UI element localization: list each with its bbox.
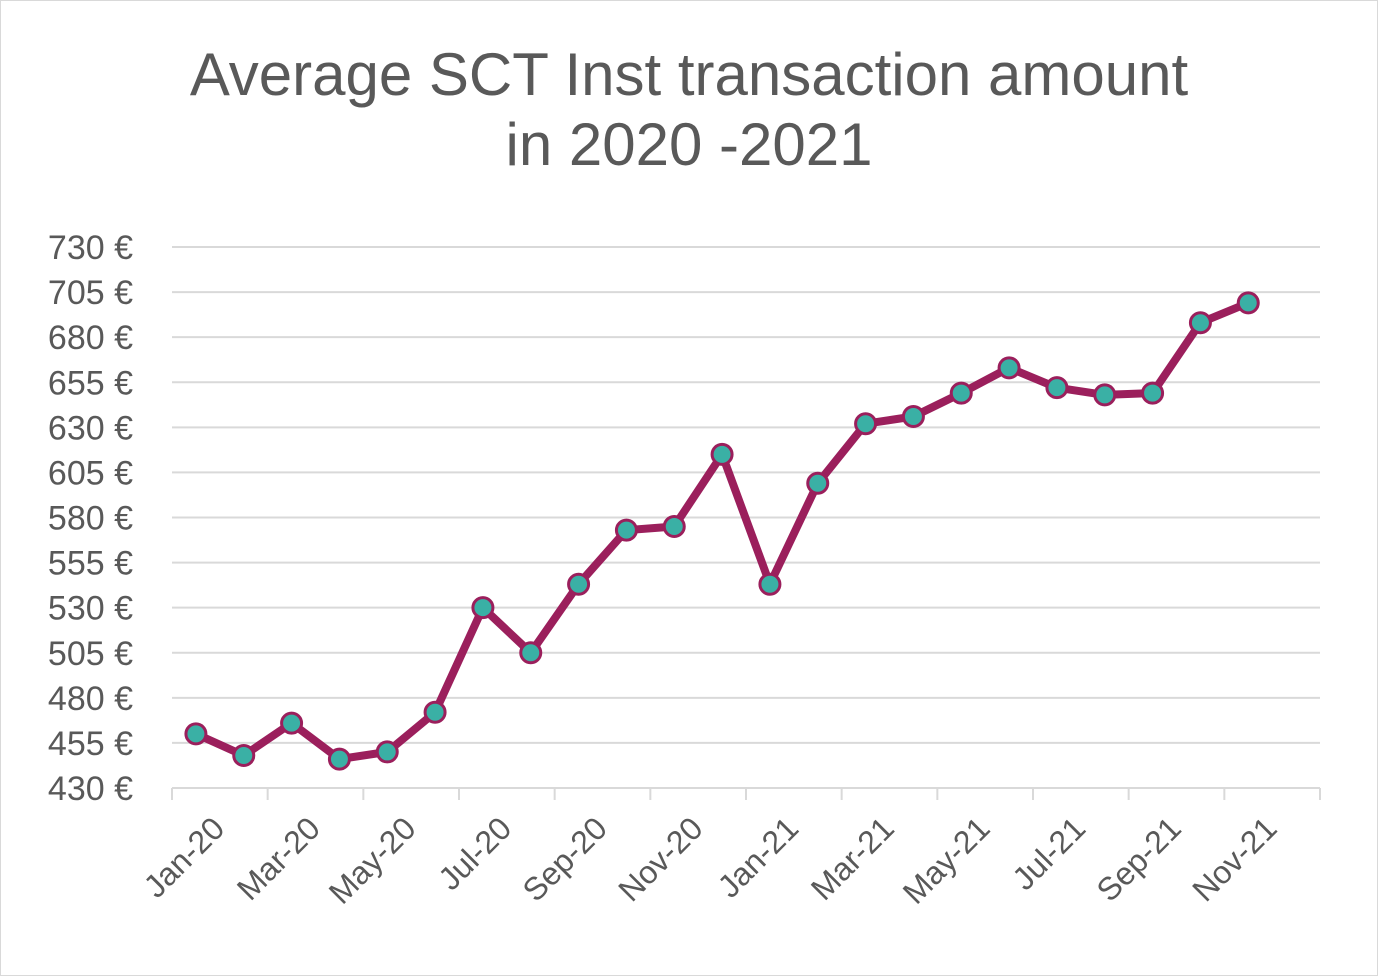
data-point <box>949 381 973 405</box>
data-point <box>375 740 399 764</box>
data-point <box>519 641 543 665</box>
y-tick-label: 605 € <box>48 454 133 492</box>
data-point <box>232 744 256 768</box>
y-axis-tick-labels: 430 € 455 € 480 € 505 € 530 € 555 € 580 € 605 €… <box>48 229 133 808</box>
data-point <box>901 405 925 429</box>
x-tick-label: Sep-21 <box>1090 810 1188 908</box>
gridlines <box>172 246 1320 744</box>
series-line <box>191 298 1253 764</box>
x-tick-label: May-21 <box>896 810 997 911</box>
data-point <box>567 572 591 596</box>
y-tick-label: 480 € <box>48 680 133 718</box>
data-point <box>662 515 686 539</box>
chart-title-line-2: in 2020 -2021 <box>505 111 873 178</box>
data-point <box>710 442 734 466</box>
y-tick-label: 455 € <box>48 725 133 763</box>
data-point <box>1236 291 1260 315</box>
data-point <box>758 572 782 596</box>
data-point <box>806 471 830 495</box>
y-tick-label: 430 € <box>48 770 133 808</box>
y-tick-label: 580 € <box>48 500 133 538</box>
chart-title: Average SCT Inst transaction amount in 2… <box>0 40 1378 180</box>
y-tick-label: 630 € <box>48 409 133 447</box>
series-line-group <box>191 298 1253 764</box>
x-tick-label: Nov-20 <box>611 810 709 908</box>
x-tick-label: Mar-21 <box>804 810 901 907</box>
y-tick-label: 505 € <box>48 635 133 673</box>
data-point <box>1188 311 1212 335</box>
data-point <box>997 356 1021 380</box>
y-tick-label: 680 € <box>48 319 133 357</box>
y-tick-label: 555 € <box>48 545 133 583</box>
data-point <box>614 518 638 542</box>
data-point <box>854 412 878 436</box>
y-tick-label: 730 € <box>48 229 133 267</box>
data-point <box>184 722 208 746</box>
x-tick-label: Jan-20 <box>137 810 232 905</box>
data-point <box>327 747 351 771</box>
data-point <box>423 700 447 724</box>
data-points <box>184 291 1260 771</box>
y-tick-label: 655 € <box>48 364 133 402</box>
chart-title-line-1: Average SCT Inst transaction amount <box>189 41 1189 108</box>
x-tick-label: Nov-21 <box>1185 810 1283 908</box>
x-tick-label: Jan-21 <box>711 810 806 905</box>
x-tick-label: Mar-20 <box>230 810 327 907</box>
data-point <box>471 596 495 620</box>
data-point <box>280 711 304 735</box>
x-axis <box>171 787 1321 800</box>
y-tick-label: 705 € <box>48 274 133 312</box>
data-point <box>1141 381 1165 405</box>
data-point <box>1045 376 1069 400</box>
x-tick-label: May-20 <box>322 810 423 911</box>
data-point <box>1093 383 1117 407</box>
y-tick-label: 530 € <box>48 590 133 628</box>
x-tick-label: Jul-21 <box>1005 810 1092 897</box>
x-tick-label: Jul-20 <box>431 810 518 897</box>
x-tick-label: Sep-20 <box>516 810 614 908</box>
